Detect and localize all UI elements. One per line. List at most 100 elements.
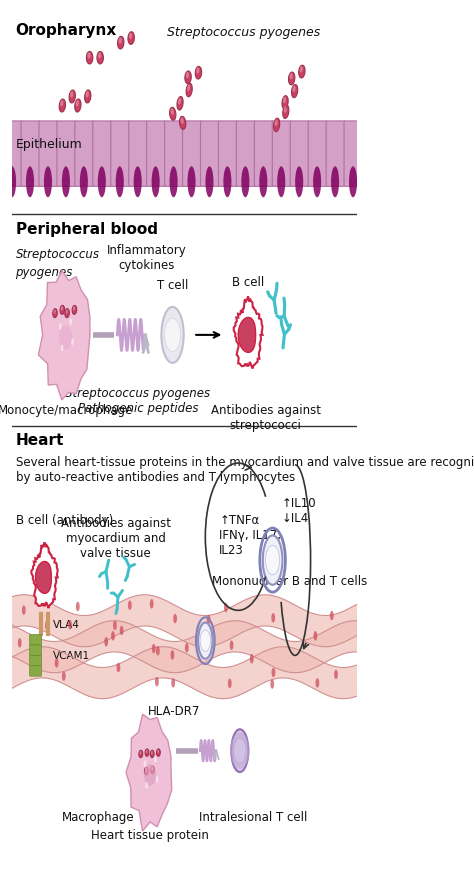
- FancyBboxPatch shape: [75, 121, 93, 186]
- Ellipse shape: [76, 100, 79, 107]
- Circle shape: [144, 760, 146, 767]
- Ellipse shape: [284, 106, 287, 113]
- Circle shape: [155, 677, 159, 687]
- Circle shape: [45, 620, 49, 630]
- Ellipse shape: [230, 733, 249, 769]
- FancyBboxPatch shape: [164, 121, 183, 186]
- Ellipse shape: [185, 71, 191, 83]
- Ellipse shape: [129, 33, 132, 39]
- Circle shape: [228, 679, 232, 688]
- Ellipse shape: [283, 105, 289, 118]
- Text: HLA-DR7: HLA-DR7: [148, 705, 201, 718]
- Ellipse shape: [87, 52, 91, 58]
- Circle shape: [271, 613, 275, 622]
- Ellipse shape: [277, 166, 285, 197]
- Circle shape: [55, 658, 58, 667]
- Text: Antibodies against
myocardium and
valve tissue: Antibodies against myocardium and valve …: [61, 517, 171, 560]
- FancyBboxPatch shape: [21, 121, 40, 186]
- Circle shape: [113, 620, 117, 630]
- Ellipse shape: [177, 96, 183, 110]
- Circle shape: [117, 663, 120, 673]
- Ellipse shape: [180, 116, 186, 129]
- Ellipse shape: [170, 166, 178, 197]
- Circle shape: [152, 644, 155, 653]
- FancyBboxPatch shape: [255, 121, 273, 186]
- Circle shape: [173, 614, 177, 623]
- Text: Macrophage: Macrophage: [62, 812, 135, 825]
- FancyBboxPatch shape: [30, 645, 41, 655]
- Circle shape: [76, 601, 80, 611]
- Ellipse shape: [118, 36, 124, 49]
- Ellipse shape: [274, 119, 278, 126]
- Ellipse shape: [146, 749, 147, 753]
- Text: VCAM1: VCAM1: [53, 651, 90, 661]
- Ellipse shape: [290, 73, 292, 79]
- Ellipse shape: [181, 117, 183, 124]
- Ellipse shape: [241, 166, 249, 197]
- Circle shape: [145, 782, 148, 789]
- Text: Several heart-tissue proteins in the myocardium and valve tissue are recognised
: Several heart-tissue proteins in the myo…: [16, 456, 474, 484]
- FancyBboxPatch shape: [39, 121, 58, 186]
- Ellipse shape: [313, 166, 321, 197]
- Text: Oropharynx: Oropharynx: [16, 23, 117, 38]
- Ellipse shape: [65, 308, 69, 317]
- Ellipse shape: [134, 166, 142, 197]
- Text: Streptococcus pyogenes: Streptococcus pyogenes: [167, 26, 320, 38]
- Circle shape: [250, 654, 254, 664]
- Ellipse shape: [61, 306, 63, 310]
- Ellipse shape: [65, 309, 68, 314]
- Circle shape: [154, 756, 157, 763]
- FancyBboxPatch shape: [308, 121, 327, 186]
- Ellipse shape: [75, 99, 81, 112]
- Ellipse shape: [86, 51, 93, 64]
- Polygon shape: [234, 296, 263, 368]
- Circle shape: [161, 307, 184, 363]
- Ellipse shape: [98, 166, 106, 197]
- Polygon shape: [38, 270, 90, 400]
- Circle shape: [62, 672, 66, 681]
- Ellipse shape: [188, 166, 196, 197]
- Ellipse shape: [70, 91, 73, 97]
- FancyBboxPatch shape: [3, 121, 22, 186]
- Ellipse shape: [157, 749, 159, 753]
- Polygon shape: [126, 714, 172, 831]
- Circle shape: [35, 638, 39, 647]
- Ellipse shape: [178, 97, 181, 104]
- FancyBboxPatch shape: [182, 121, 201, 186]
- Text: Antibodies against
streptococci: Antibodies against streptococci: [211, 404, 321, 432]
- Ellipse shape: [144, 764, 156, 786]
- FancyBboxPatch shape: [237, 121, 255, 186]
- FancyBboxPatch shape: [344, 121, 363, 186]
- Ellipse shape: [151, 766, 155, 773]
- Ellipse shape: [152, 166, 160, 197]
- Ellipse shape: [62, 166, 70, 197]
- Ellipse shape: [205, 166, 213, 197]
- Ellipse shape: [145, 749, 149, 756]
- Ellipse shape: [59, 325, 73, 349]
- Ellipse shape: [367, 166, 375, 197]
- Ellipse shape: [259, 166, 267, 197]
- Circle shape: [128, 600, 132, 610]
- FancyBboxPatch shape: [30, 655, 41, 666]
- Circle shape: [18, 638, 22, 647]
- Ellipse shape: [53, 308, 57, 317]
- FancyBboxPatch shape: [362, 121, 381, 186]
- Text: Streptococcus: Streptococcus: [16, 249, 100, 262]
- FancyBboxPatch shape: [146, 121, 165, 186]
- FancyBboxPatch shape: [290, 121, 309, 186]
- Circle shape: [224, 603, 228, 613]
- Circle shape: [207, 615, 210, 624]
- Ellipse shape: [223, 166, 231, 197]
- Polygon shape: [36, 561, 51, 594]
- Circle shape: [69, 318, 72, 325]
- Circle shape: [59, 322, 62, 329]
- Ellipse shape: [150, 750, 154, 758]
- Circle shape: [156, 646, 160, 655]
- Ellipse shape: [85, 90, 91, 103]
- Circle shape: [171, 650, 174, 660]
- Circle shape: [150, 599, 154, 608]
- FancyBboxPatch shape: [93, 121, 111, 186]
- Text: Heart tissue protein: Heart tissue protein: [91, 829, 209, 842]
- Ellipse shape: [187, 84, 190, 91]
- Ellipse shape: [59, 99, 65, 112]
